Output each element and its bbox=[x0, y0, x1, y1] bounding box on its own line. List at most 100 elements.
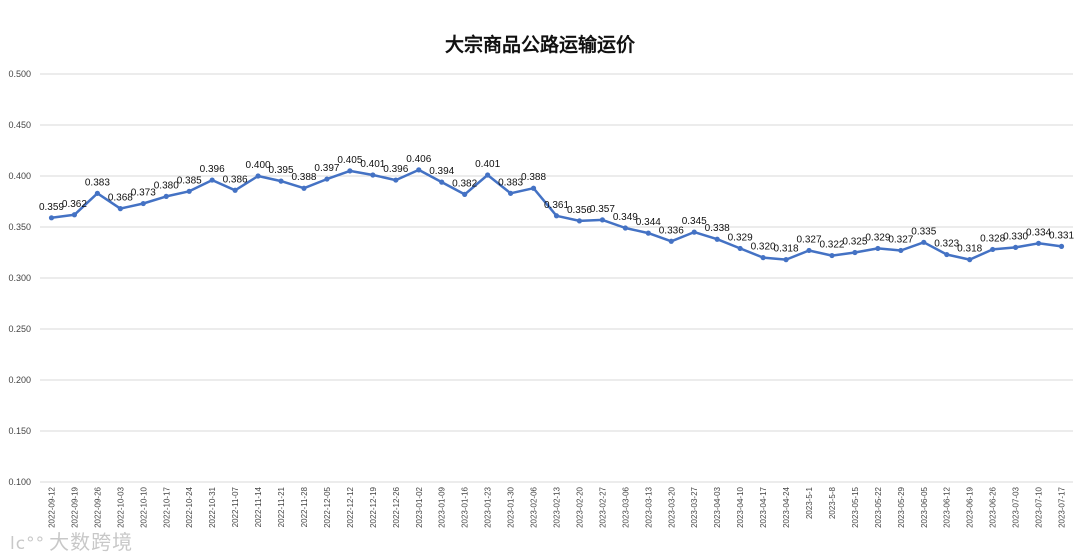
data-point bbox=[140, 200, 146, 207]
x-tick-label: 2023-01-30 bbox=[507, 486, 516, 527]
x-tick-label: 2023-03-06 bbox=[621, 486, 630, 527]
x-tick-label: 2023-02-06 bbox=[530, 486, 539, 527]
data-point bbox=[737, 245, 743, 252]
x-tick-label: 2023-01-23 bbox=[484, 486, 493, 527]
data-point bbox=[599, 217, 606, 223]
x-tick-label: 2023-06-19 bbox=[966, 486, 975, 527]
data-label: 0.329 bbox=[865, 232, 890, 243]
x-tick-label: 2022-09-12 bbox=[47, 486, 56, 527]
data-point bbox=[485, 172, 491, 178]
data-label: 0.344 bbox=[636, 217, 661, 228]
data-label: 0.386 bbox=[223, 174, 248, 185]
data-label: 0.318 bbox=[957, 244, 982, 255]
data-label: 0.380 bbox=[154, 180, 179, 191]
data-point bbox=[622, 225, 628, 231]
data-point bbox=[1058, 243, 1065, 249]
data-point bbox=[1035, 240, 1042, 246]
data-label: 0.400 bbox=[246, 160, 271, 171]
data-point bbox=[576, 218, 583, 224]
y-tick-label: 0.500 bbox=[8, 69, 31, 79]
data-point bbox=[370, 172, 376, 178]
data-point bbox=[852, 249, 858, 256]
data-point bbox=[163, 193, 169, 199]
x-tick-label: 2023-02-27 bbox=[598, 486, 607, 527]
x-tick-label: 2023-03-13 bbox=[644, 486, 653, 527]
y-tick-label: 0.250 bbox=[8, 324, 31, 334]
data-point bbox=[829, 252, 835, 259]
y-tick-label: 0.150 bbox=[8, 426, 31, 436]
x-tick-label: 2022-09-19 bbox=[70, 486, 79, 527]
y-tick-label: 0.350 bbox=[8, 222, 31, 232]
data-point bbox=[71, 212, 78, 218]
x-tick-label: 2023-05-22 bbox=[874, 486, 883, 527]
data-point bbox=[875, 245, 881, 252]
x-tick-label: 2023-5-8 bbox=[828, 486, 837, 519]
watermark-text: 大数跨境 bbox=[49, 530, 134, 554]
x-tick-label: 2022-11-21 bbox=[277, 486, 286, 527]
x-axis-ticks: 2022-09-12 2022-09-19 2022-09-26 2022-10-03… bbox=[47, 486, 1066, 527]
data-point bbox=[209, 177, 215, 183]
data-point bbox=[439, 179, 445, 185]
data-point bbox=[530, 185, 537, 191]
data-label: 0.323 bbox=[934, 239, 959, 250]
x-tick-label: 2023-03-20 bbox=[667, 486, 676, 527]
data-label: 0.394 bbox=[429, 166, 454, 177]
data-label: 0.373 bbox=[131, 188, 156, 199]
data-point bbox=[416, 167, 422, 173]
data-label: 0.383 bbox=[85, 177, 110, 188]
data-point bbox=[462, 191, 468, 197]
chart-title: 大宗商品公路运输运价 bbox=[444, 34, 635, 56]
x-tick-label: 2023-07-10 bbox=[1035, 486, 1044, 527]
x-tick-label: 2023-01-09 bbox=[438, 486, 447, 527]
data-point bbox=[898, 247, 904, 254]
data-label: 0.401 bbox=[475, 159, 500, 170]
data-point bbox=[967, 257, 973, 263]
data-label: 0.325 bbox=[842, 237, 867, 248]
data-label: 0.320 bbox=[751, 242, 776, 253]
data-point bbox=[278, 178, 284, 184]
data-label: 0.357 bbox=[590, 204, 615, 215]
x-tick-label: 2023-06-12 bbox=[943, 486, 952, 527]
data-point bbox=[232, 187, 238, 193]
x-tick-label: 2022-10-17 bbox=[162, 486, 171, 527]
data-point bbox=[668, 238, 674, 244]
data-label: 0.330 bbox=[1003, 231, 1028, 242]
data-label: 0.361 bbox=[544, 200, 569, 211]
data-label: 0.396 bbox=[383, 164, 408, 175]
data-point bbox=[347, 168, 353, 174]
x-tick-label: 2022-12-19 bbox=[369, 486, 378, 527]
data-point bbox=[94, 190, 100, 196]
y-tick-label: 0.100 bbox=[8, 477, 31, 487]
data-label: 0.335 bbox=[911, 226, 936, 237]
series-points bbox=[48, 167, 1065, 263]
data-label: 0.395 bbox=[269, 165, 294, 176]
data-label: 0.405 bbox=[337, 155, 362, 166]
x-tick-label: 2023-02-13 bbox=[553, 486, 562, 527]
data-label: 0.362 bbox=[62, 199, 87, 210]
gridlines bbox=[40, 73, 1073, 483]
x-tick-label: 2023-04-17 bbox=[759, 486, 768, 527]
y-axis-ticks: 0.100 0.150 0.200 0.250 0.300 0.350 0.400 0.450… bbox=[8, 69, 31, 487]
x-tick-label: 2022-11-14 bbox=[254, 486, 263, 527]
x-tick-label: 2023-05-29 bbox=[897, 486, 906, 527]
x-tick-label: 2023-07-17 bbox=[1058, 486, 1067, 527]
x-tick-label: 2023-06-05 bbox=[920, 486, 929, 527]
data-label: 0.349 bbox=[613, 212, 638, 223]
data-point bbox=[324, 176, 330, 182]
y-tick-label: 0.450 bbox=[8, 120, 31, 130]
data-point bbox=[921, 239, 927, 245]
data-label: 0.331 bbox=[1049, 230, 1074, 241]
data-label: 0.345 bbox=[682, 216, 707, 227]
data-point bbox=[760, 255, 766, 261]
data-label: 0.356 bbox=[567, 205, 592, 216]
x-tick-label: 2022-11-07 bbox=[231, 486, 240, 527]
x-tick-label: 2022-09-26 bbox=[93, 486, 102, 527]
data-point bbox=[301, 185, 307, 191]
data-point bbox=[944, 251, 950, 258]
data-point bbox=[393, 177, 399, 183]
x-tick-label: 2023-01-16 bbox=[461, 486, 470, 527]
data-label: 0.359 bbox=[39, 202, 64, 213]
data-point bbox=[117, 206, 123, 212]
data-label: 0.322 bbox=[819, 240, 844, 251]
